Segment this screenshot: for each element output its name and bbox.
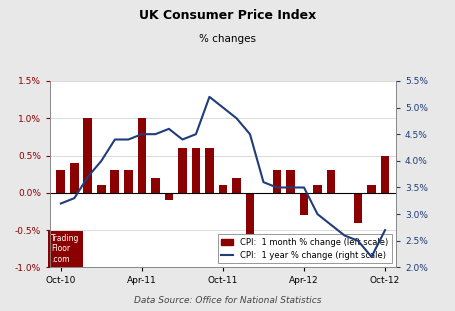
Bar <box>83 118 92 193</box>
Bar <box>192 148 200 193</box>
Bar <box>354 193 363 223</box>
Text: % changes: % changes <box>199 34 256 44</box>
Bar <box>367 185 376 193</box>
Bar <box>218 185 228 193</box>
Bar <box>111 170 119 193</box>
Bar <box>151 178 160 193</box>
Bar <box>273 170 281 193</box>
Bar <box>97 185 106 193</box>
Text: Data Source: Office for National Statistics: Data Source: Office for National Statist… <box>134 296 321 305</box>
Bar <box>70 163 79 193</box>
Bar <box>299 193 308 215</box>
Bar <box>124 170 133 193</box>
Bar <box>205 148 214 193</box>
Legend: CPI:  1 month % change (left scale), CPI:  1 year % change (right scale): CPI: 1 month % change (left scale), CPI:… <box>217 234 392 263</box>
Bar <box>137 118 147 193</box>
Bar <box>178 148 187 193</box>
Bar <box>56 170 65 193</box>
Bar <box>381 156 389 193</box>
Bar <box>313 185 322 193</box>
Bar <box>286 170 295 193</box>
Bar <box>327 170 335 193</box>
Text: UK Consumer Price Index: UK Consumer Price Index <box>139 9 316 22</box>
Bar <box>165 193 173 200</box>
Bar <box>246 193 254 234</box>
Text: Trading
Floor
.com: Trading Floor .com <box>51 234 80 264</box>
Bar <box>232 178 241 193</box>
